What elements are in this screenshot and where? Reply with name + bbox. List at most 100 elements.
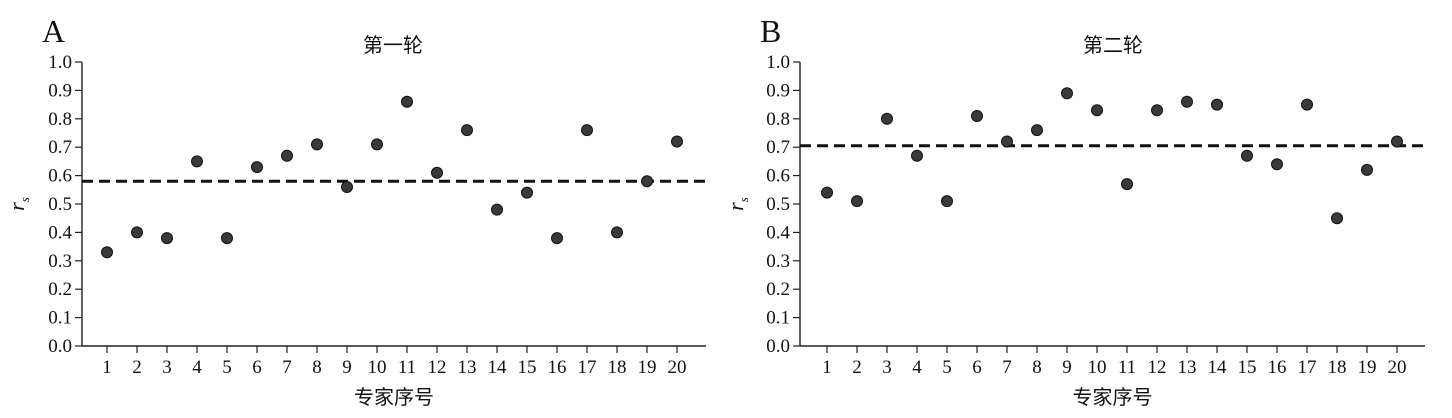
y-axis-label-subscript: s (736, 197, 751, 202)
x-tick-label: 18 (608, 357, 627, 378)
data-point-12 (431, 166, 443, 179)
x-tick-label: 6 (252, 357, 262, 378)
data-point-11 (401, 95, 413, 108)
x-tick-label: 13 (458, 357, 477, 378)
y-tick-label: 0.9 (766, 80, 790, 101)
x-tick-label: 2 (132, 357, 142, 378)
x-tick-label: 18 (1328, 357, 1347, 378)
y-tick-label: 0.8 (48, 109, 72, 130)
data-point-7 (281, 149, 293, 162)
y-tick-label: 0.1 (48, 308, 72, 329)
data-point-9 (1061, 87, 1073, 100)
y-tick-label: 0.7 (766, 137, 790, 158)
data-point-14 (1211, 98, 1223, 111)
x-tick-label: 7 (282, 357, 292, 378)
y-axis-label: rs (4, 197, 32, 211)
data-point-14 (491, 203, 503, 216)
y-axis-label: rs (723, 197, 751, 211)
data-point-2 (851, 195, 863, 208)
y-tick-label: 0.3 (766, 251, 790, 272)
data-point-12 (1151, 104, 1163, 117)
x-tick-label: 12 (428, 357, 447, 378)
data-point-6 (971, 109, 983, 122)
data-point-9 (341, 180, 353, 193)
data-point-8 (311, 138, 323, 151)
data-point-19 (1361, 163, 1373, 176)
data-point-5 (221, 232, 233, 245)
data-point-2 (131, 226, 143, 239)
data-point-13 (1181, 95, 1193, 108)
chart-title: 第二轮 (1083, 33, 1143, 57)
x-tick-label: 9 (1062, 357, 1072, 378)
x-tick-label: 3 (162, 357, 172, 378)
x-tick-label: 20 (1388, 357, 1407, 378)
data-point-3 (881, 112, 893, 125)
y-tick-label: 0.2 (766, 279, 790, 300)
x-tick-label: 5 (942, 357, 952, 378)
x-tick-label: 8 (1032, 357, 1042, 378)
x-tick-label: 20 (668, 357, 687, 378)
data-point-5 (941, 195, 953, 208)
data-point-11 (1121, 178, 1133, 191)
x-tick-label: 4 (912, 357, 922, 378)
data-point-13 (461, 124, 473, 137)
y-tick-label: 0.4 (48, 222, 72, 243)
data-point-7 (1001, 135, 1013, 148)
x-tick-label: 19 (1358, 357, 1377, 378)
x-tick-label: 6 (972, 357, 982, 378)
y-tick-label: 0.9 (48, 80, 72, 101)
data-point-3 (161, 232, 173, 245)
x-tick-label: 15 (518, 357, 537, 378)
x-axis-label: 专家序号 (1073, 385, 1153, 409)
data-point-16 (1271, 158, 1283, 171)
x-tick-label: 17 (578, 357, 597, 378)
data-point-1 (821, 186, 833, 199)
y-tick-label: 0.4 (766, 222, 790, 243)
x-tick-label: 3 (882, 357, 892, 378)
data-point-17 (1301, 98, 1313, 111)
y-axis-label-main: r (723, 202, 748, 211)
x-tick-label: 1 (102, 357, 112, 378)
x-tick-label: 5 (222, 357, 232, 378)
data-point-16 (551, 232, 563, 245)
y-tick-label: 0.3 (48, 251, 72, 272)
y-tick-label: 1.0 (766, 52, 790, 73)
y-tick-label: 0.0 (766, 336, 790, 357)
panel-letter: A (42, 13, 65, 49)
y-tick-label: 0.6 (48, 166, 72, 187)
y-tick-label: 1.0 (48, 52, 72, 73)
data-point-18 (1331, 212, 1343, 225)
panel-letter: B (760, 13, 781, 49)
y-tick-label: 0.6 (766, 166, 790, 187)
x-tick-label: 4 (192, 357, 202, 378)
y-tick-label: 0.5 (766, 194, 790, 215)
y-tick-label: 0.2 (48, 279, 72, 300)
x-tick-label: 17 (1298, 357, 1317, 378)
data-point-6 (251, 161, 263, 174)
y-tick-label: 0.5 (48, 194, 72, 215)
data-point-10 (1091, 104, 1103, 117)
chart-title: 第一轮 (363, 33, 423, 57)
data-point-4 (191, 155, 203, 168)
data-point-15 (1241, 149, 1253, 162)
x-tick-label: 13 (1178, 357, 1197, 378)
y-tick-label: 0.7 (48, 137, 72, 158)
y-tick-label: 0.0 (48, 336, 72, 357)
data-point-1 (101, 246, 113, 259)
x-tick-label: 16 (548, 357, 567, 378)
x-tick-label: 7 (1002, 357, 1012, 378)
y-tick-label: 0.8 (766, 109, 790, 130)
data-point-19 (641, 175, 653, 188)
data-point-8 (1031, 124, 1043, 137)
x-tick-label: 10 (368, 357, 387, 378)
x-tick-label: 15 (1238, 357, 1257, 378)
data-point-4 (911, 149, 923, 162)
y-tick-label: 0.1 (766, 308, 790, 329)
y-axis-label-subscript: s (17, 197, 32, 202)
x-tick-label: 14 (488, 357, 508, 378)
x-tick-label: 9 (342, 357, 352, 378)
y-axis-label-main: r (4, 202, 29, 211)
x-tick-label: 8 (312, 357, 322, 378)
x-tick-label: 10 (1088, 357, 1107, 378)
